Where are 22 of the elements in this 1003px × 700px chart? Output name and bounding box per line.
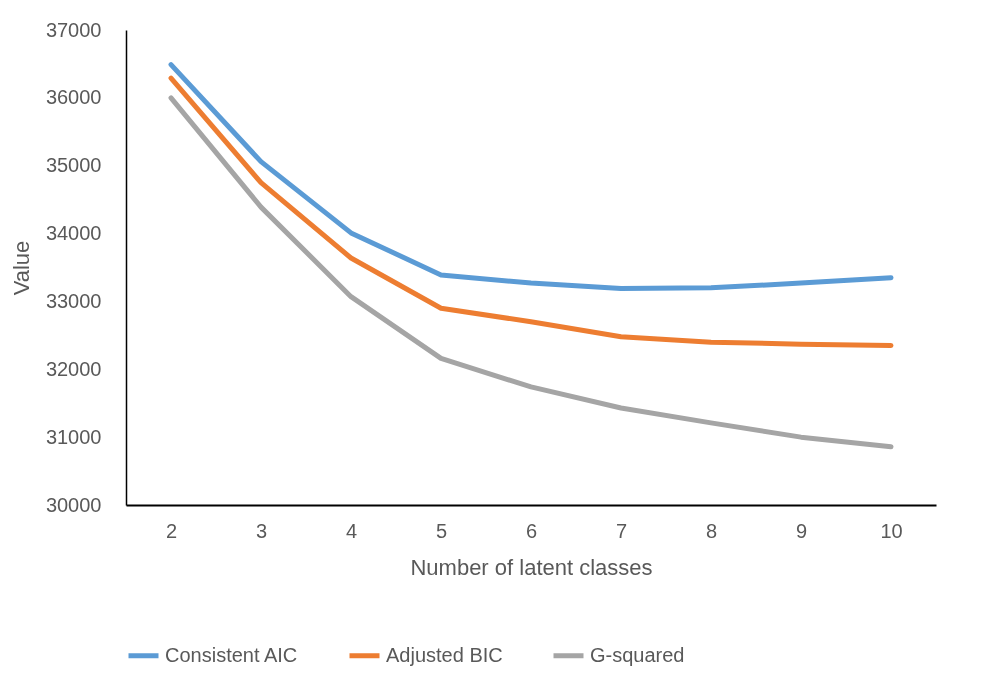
y-tick-label: 31000 (45, 425, 102, 448)
x-tick-label: 9 (795, 519, 808, 542)
x-tick-label: 10 (880, 519, 903, 542)
legend-label: G-squared (590, 643, 685, 666)
legend-label: Adjusted BIC (386, 643, 503, 666)
y-tick-label: 36000 (45, 86, 102, 109)
x-tick-label: 8 (705, 519, 718, 542)
y-tick-label: 35000 (45, 154, 102, 177)
x-axis-title: Number of latent classes (410, 554, 653, 580)
y-tick-label: 30000 (45, 493, 102, 516)
y-tick-label: 33000 (45, 289, 102, 312)
x-tick-label: 7 (615, 519, 628, 542)
y-tick-label: 32000 (45, 357, 102, 380)
y-axis-title: Value (8, 240, 34, 296)
x-tick-label: 2 (165, 519, 178, 542)
y-tick-label: 34000 (45, 222, 102, 245)
x-tick-label: 6 (525, 519, 538, 542)
x-tick-label: 5 (435, 519, 448, 542)
y-tick-label: 37000 (45, 18, 102, 41)
x-tick-label: 4 (345, 519, 358, 542)
legend-label: Consistent AIC (165, 643, 298, 666)
x-tick-label: 3 (255, 519, 268, 542)
